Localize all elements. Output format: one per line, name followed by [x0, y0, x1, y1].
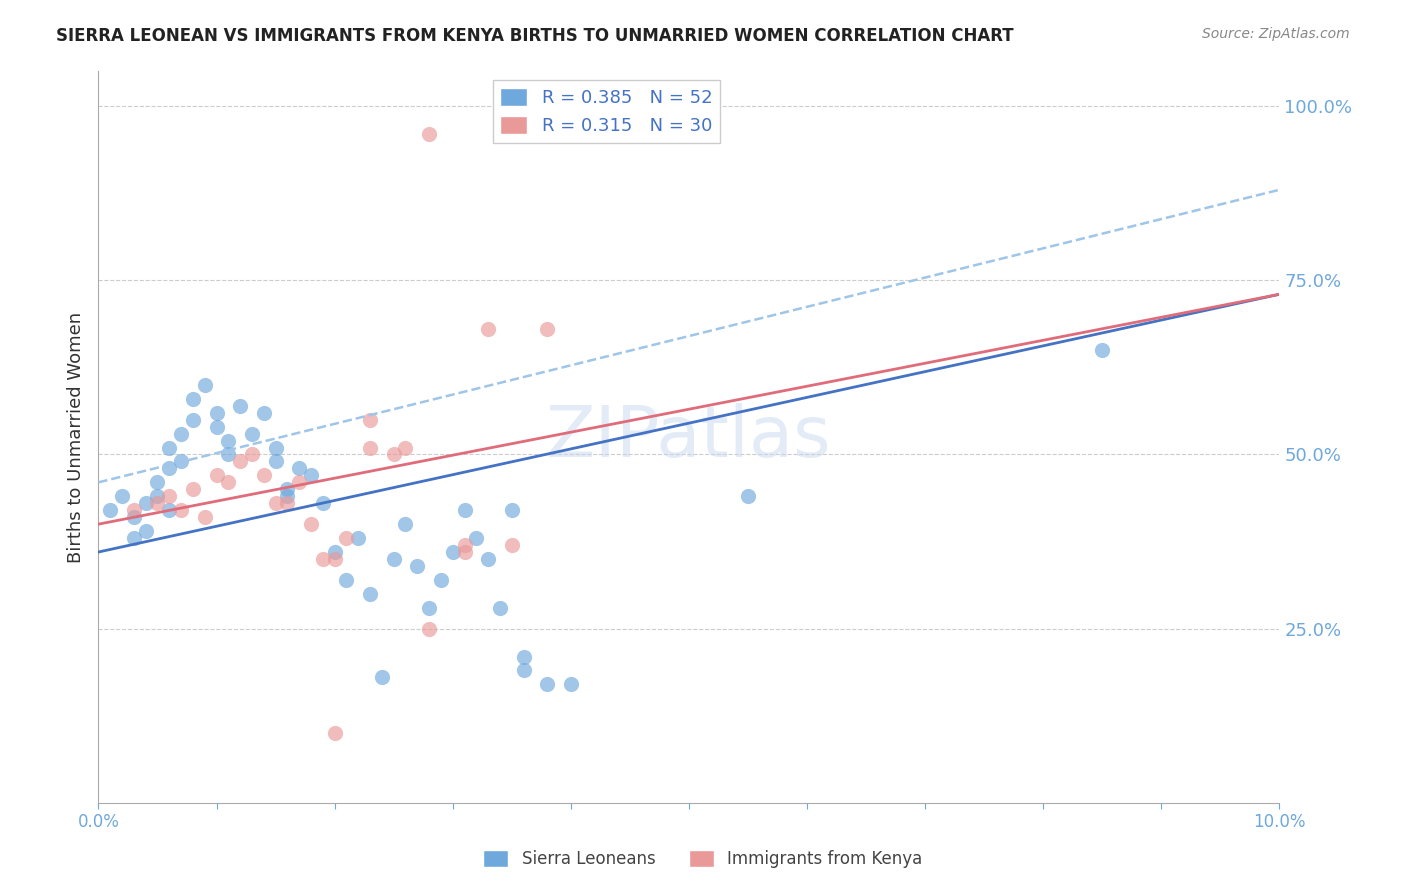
- Point: [299, 468, 322, 483]
- Point: [335, 531, 357, 545]
- Point: [323, 545, 346, 559]
- Point: [111, 489, 134, 503]
- Point: [394, 441, 416, 455]
- Point: [276, 496, 298, 510]
- Point: [359, 441, 381, 455]
- Point: [512, 649, 534, 664]
- Point: [465, 531, 488, 545]
- Point: [441, 545, 464, 559]
- Point: [181, 483, 204, 497]
- Point: [157, 461, 180, 475]
- Point: [205, 468, 228, 483]
- Text: SIERRA LEONEAN VS IMMIGRANTS FROM KENYA BIRTHS TO UNMARRIED WOMEN CORRELATION CH: SIERRA LEONEAN VS IMMIGRANTS FROM KENYA …: [56, 27, 1014, 45]
- Point: [135, 496, 157, 510]
- Point: [217, 448, 239, 462]
- Point: [512, 664, 534, 678]
- Point: [737, 489, 759, 503]
- Point: [170, 454, 193, 468]
- Point: [477, 322, 499, 336]
- Point: [240, 448, 263, 462]
- Point: [194, 510, 217, 524]
- Point: [359, 587, 381, 601]
- Point: [453, 538, 475, 552]
- Point: [122, 503, 145, 517]
- Point: [501, 503, 523, 517]
- Y-axis label: Births to Unmarried Women: Births to Unmarried Women: [66, 311, 84, 563]
- Point: [371, 670, 394, 684]
- Point: [240, 426, 263, 441]
- Point: [217, 475, 239, 490]
- Point: [359, 412, 381, 426]
- Point: [489, 600, 512, 615]
- Point: [382, 552, 405, 566]
- Point: [288, 475, 311, 490]
- Point: [122, 531, 145, 545]
- Point: [146, 496, 169, 510]
- Point: [453, 545, 475, 559]
- Point: [501, 538, 523, 552]
- Point: [122, 510, 145, 524]
- Point: [394, 517, 416, 532]
- Point: [382, 448, 405, 462]
- Point: [347, 531, 370, 545]
- Point: [536, 677, 558, 691]
- Point: [264, 454, 287, 468]
- Point: [181, 412, 204, 426]
- Point: [264, 441, 287, 455]
- Point: [194, 377, 217, 392]
- Point: [264, 496, 287, 510]
- Point: [253, 468, 276, 483]
- Point: [406, 558, 429, 573]
- Point: [276, 483, 298, 497]
- Point: [98, 503, 121, 517]
- Point: [157, 489, 180, 503]
- Point: [477, 552, 499, 566]
- Point: [170, 426, 193, 441]
- Legend: Sierra Leoneans, Immigrants from Kenya: Sierra Leoneans, Immigrants from Kenya: [477, 843, 929, 875]
- Point: [418, 600, 440, 615]
- Point: [170, 503, 193, 517]
- Point: [181, 392, 204, 406]
- Point: [205, 419, 228, 434]
- Point: [157, 503, 180, 517]
- Point: [217, 434, 239, 448]
- Point: [323, 726, 346, 740]
- Point: [430, 573, 453, 587]
- Text: Source: ZipAtlas.com: Source: ZipAtlas.com: [1202, 27, 1350, 41]
- Point: [205, 406, 228, 420]
- Point: [253, 406, 276, 420]
- Point: [312, 552, 335, 566]
- Legend: R = 0.385   N = 52, R = 0.315   N = 30: R = 0.385 N = 52, R = 0.315 N = 30: [494, 80, 720, 143]
- Point: [276, 489, 298, 503]
- Point: [312, 496, 335, 510]
- Point: [229, 399, 252, 413]
- Point: [288, 461, 311, 475]
- Point: [1091, 343, 1114, 357]
- Point: [418, 622, 440, 636]
- Point: [453, 503, 475, 517]
- Point: [146, 475, 169, 490]
- Point: [157, 441, 180, 455]
- Point: [299, 517, 322, 532]
- Point: [536, 322, 558, 336]
- Point: [135, 524, 157, 538]
- Point: [323, 552, 346, 566]
- Point: [418, 127, 440, 141]
- Point: [335, 573, 357, 587]
- Point: [560, 677, 582, 691]
- Text: ZIPatlas: ZIPatlas: [546, 402, 832, 472]
- Point: [146, 489, 169, 503]
- Point: [229, 454, 252, 468]
